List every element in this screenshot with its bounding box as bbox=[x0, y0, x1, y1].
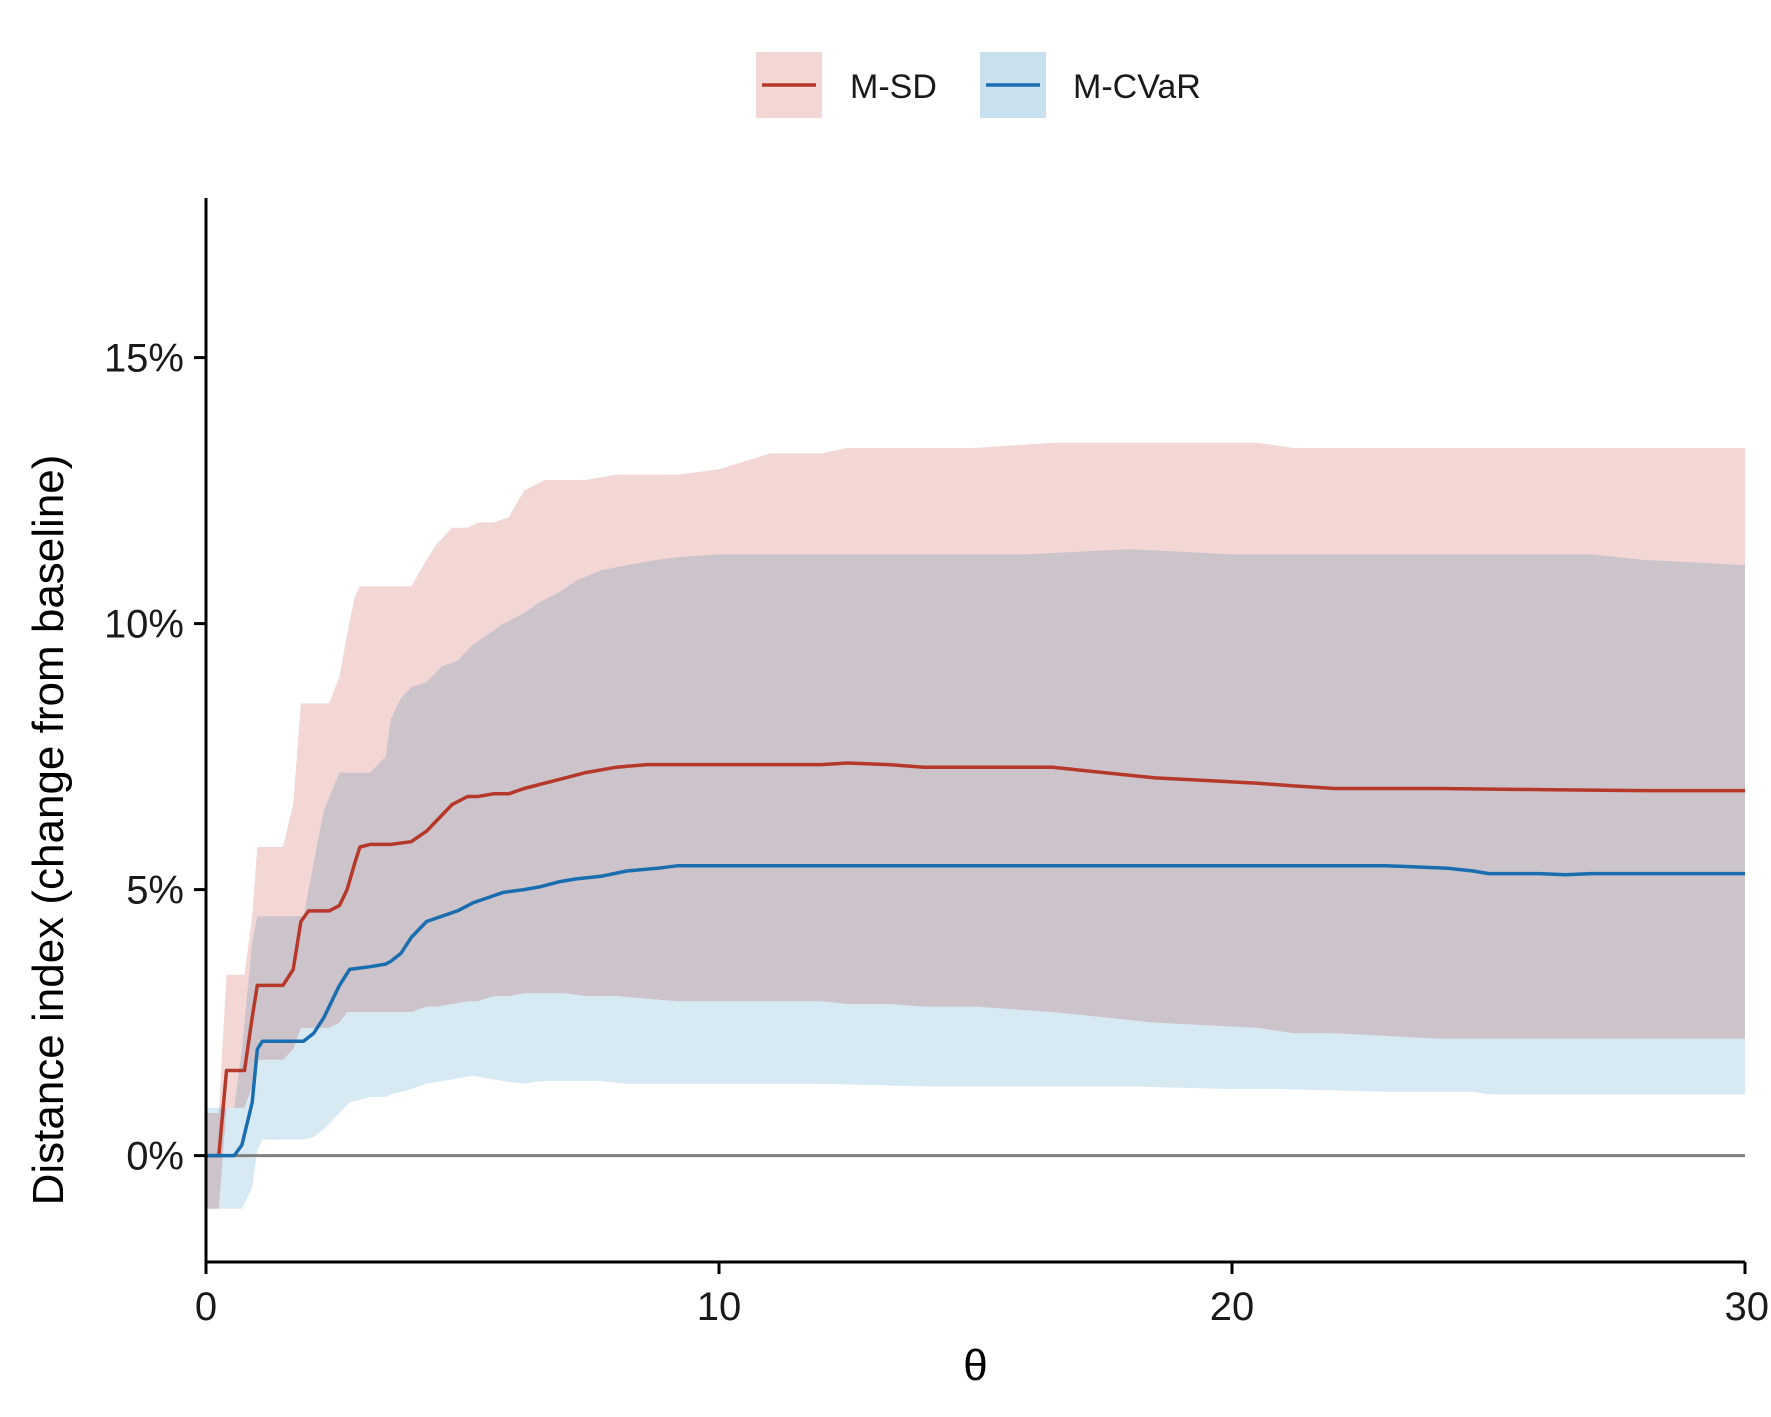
x-tick-label: 0 bbox=[195, 1285, 217, 1329]
y-tick-label: 0% bbox=[126, 1135, 184, 1179]
x-tick-label: 10 bbox=[697, 1285, 742, 1329]
legend: M-SD M-CVaR bbox=[756, 52, 1201, 118]
confidence-bands bbox=[206, 442, 1745, 1209]
series-lines bbox=[206, 761, 1745, 1158]
y-tick-label: 15% bbox=[104, 337, 184, 381]
x-tick-label: 20 bbox=[1210, 1285, 1255, 1329]
y-tick-label: 5% bbox=[126, 869, 184, 913]
legend-label-m-sd: M-SD bbox=[850, 68, 937, 106]
line-m-sd bbox=[206, 761, 1745, 1158]
axes: 0% 5% 10% 15% 0 10 20 30 bbox=[104, 198, 1769, 1329]
y-axis-title: Distance index (change from baseline) bbox=[24, 455, 73, 1206]
x-axis-title: θ bbox=[963, 1341, 987, 1390]
line-m-cvar bbox=[206, 863, 1745, 1158]
x-tick-label: 30 bbox=[1725, 1285, 1770, 1329]
band-m-cvar bbox=[206, 549, 1745, 1209]
y-tick-label: 10% bbox=[104, 603, 184, 647]
legend-label-m-cvar: M-CVaR bbox=[1073, 68, 1201, 106]
